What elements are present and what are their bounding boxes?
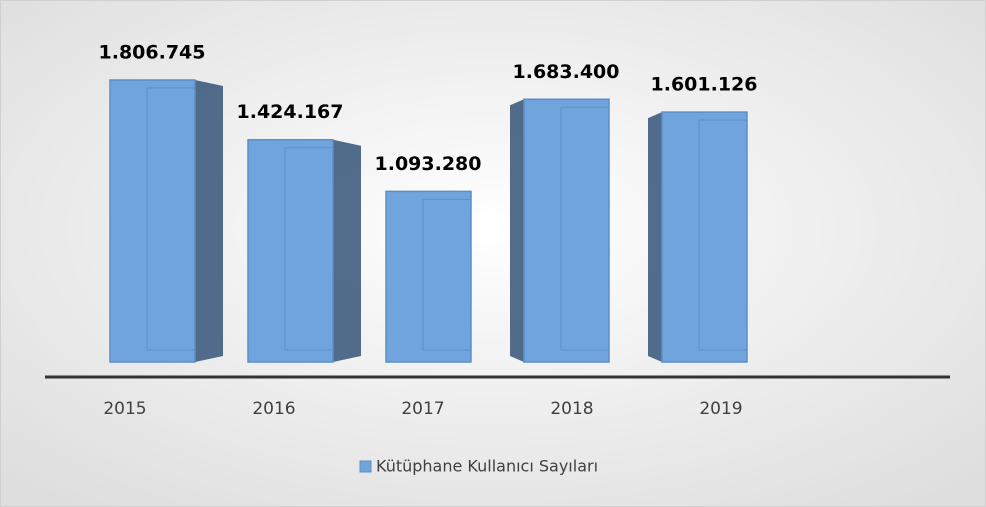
value-label: 1.601.126: [651, 74, 758, 96]
bar: [523, 98, 610, 363]
bar-inner: [560, 106, 610, 351]
bar-side: [195, 80, 223, 362]
x-tick-label: 2016: [252, 399, 295, 419]
x-tick-label: 2017: [401, 399, 444, 419]
value-label: 1.424.167: [237, 101, 344, 123]
bar: [661, 111, 748, 363]
bar: [109, 79, 196, 363]
legend-label: Kütüphane Kullanıcı Sayıları: [376, 457, 598, 476]
x-tick-label: 2015: [103, 399, 146, 419]
bar-side: [333, 139, 361, 362]
bar-inner: [146, 87, 196, 351]
bar-side: [648, 112, 662, 362]
bar-inner: [698, 119, 748, 351]
bar: [247, 138, 334, 363]
value-label: 1.806.745: [99, 42, 206, 64]
x-tick-label: 2018: [550, 399, 593, 419]
bar-inner: [284, 147, 334, 351]
bar-inner: [422, 198, 472, 351]
value-label: 1.093.280: [375, 153, 482, 175]
legend-swatch: [359, 460, 372, 473]
x-tick-label: 2019: [699, 399, 742, 419]
bar: [385, 190, 472, 363]
bar-side: [510, 99, 524, 363]
value-label: 1.683.400: [513, 61, 620, 83]
